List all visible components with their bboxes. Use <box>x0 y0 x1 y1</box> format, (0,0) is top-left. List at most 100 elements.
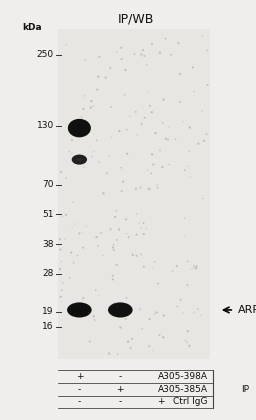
Point <box>147 185 151 192</box>
Point <box>186 258 190 265</box>
Point <box>83 92 87 99</box>
Text: -: - <box>160 385 163 394</box>
Point <box>185 282 189 289</box>
Point <box>117 128 121 134</box>
Point <box>101 252 105 259</box>
Point <box>154 309 158 316</box>
Point <box>67 148 71 155</box>
Point <box>123 312 127 319</box>
Text: 70: 70 <box>42 180 54 189</box>
Point <box>146 89 150 95</box>
Point <box>82 164 86 171</box>
Point <box>111 244 115 251</box>
Point <box>163 35 167 42</box>
Point <box>155 184 159 191</box>
Point <box>156 280 160 287</box>
Text: 38: 38 <box>42 240 54 249</box>
Point <box>123 67 127 74</box>
Point <box>119 324 123 331</box>
Point <box>97 158 101 165</box>
Point <box>147 343 151 349</box>
Point <box>99 229 103 236</box>
Point <box>69 249 73 256</box>
Point <box>91 102 95 109</box>
Point <box>205 47 209 54</box>
Point <box>141 47 145 53</box>
Point <box>194 265 198 272</box>
Text: IP/WB: IP/WB <box>118 13 154 26</box>
Text: IP: IP <box>241 385 249 394</box>
Point <box>132 51 136 58</box>
Point <box>129 345 133 352</box>
Point <box>107 153 111 160</box>
Point <box>90 153 94 160</box>
Point <box>147 316 152 323</box>
Point <box>124 216 128 223</box>
Point <box>145 61 149 68</box>
Point <box>59 299 63 305</box>
Point <box>124 315 128 322</box>
Point <box>127 234 131 241</box>
Point <box>125 294 129 301</box>
Ellipse shape <box>114 308 126 312</box>
Point <box>111 276 115 283</box>
Point <box>185 339 189 346</box>
Point <box>192 264 196 270</box>
Point <box>144 226 148 232</box>
Point <box>128 113 132 120</box>
Point <box>175 262 179 269</box>
Text: kDa: kDa <box>22 23 41 32</box>
Point <box>59 246 63 253</box>
Point <box>70 137 74 144</box>
Point <box>81 244 85 251</box>
Point <box>196 305 200 312</box>
Text: 130: 130 <box>37 121 54 131</box>
Point <box>148 186 152 193</box>
Point <box>161 334 165 341</box>
Point <box>187 148 191 155</box>
Point <box>200 108 204 114</box>
Point <box>152 311 156 318</box>
Point <box>188 174 193 181</box>
Point <box>58 265 62 272</box>
Point <box>94 234 99 241</box>
Point <box>155 182 159 189</box>
Ellipse shape <box>73 308 86 312</box>
Point <box>134 185 138 192</box>
Point <box>135 210 139 217</box>
Point <box>164 135 168 142</box>
Point <box>119 45 123 51</box>
Point <box>137 220 142 227</box>
Point <box>195 263 199 270</box>
Point <box>135 231 139 238</box>
Point <box>77 230 81 237</box>
Text: 51: 51 <box>42 210 54 219</box>
Point <box>73 220 77 227</box>
Point <box>64 211 68 218</box>
Point <box>64 41 68 48</box>
Point <box>97 53 101 60</box>
Point <box>161 120 165 126</box>
Point <box>150 41 154 47</box>
Point <box>134 252 138 259</box>
Point <box>70 150 74 156</box>
Point <box>70 225 74 231</box>
Point <box>187 342 191 349</box>
Point <box>59 294 63 300</box>
Point <box>142 263 146 270</box>
Point <box>88 338 92 345</box>
Point <box>89 104 93 111</box>
Point <box>142 220 146 226</box>
Point <box>134 108 138 115</box>
Point <box>71 199 75 205</box>
Point <box>87 309 91 316</box>
Point <box>95 86 99 93</box>
Point <box>154 130 158 136</box>
Point <box>166 136 170 143</box>
Point <box>59 258 63 265</box>
Point <box>118 323 122 330</box>
Point <box>183 233 187 239</box>
Point <box>97 292 101 299</box>
Text: 19: 19 <box>42 307 54 316</box>
Point <box>188 124 192 131</box>
